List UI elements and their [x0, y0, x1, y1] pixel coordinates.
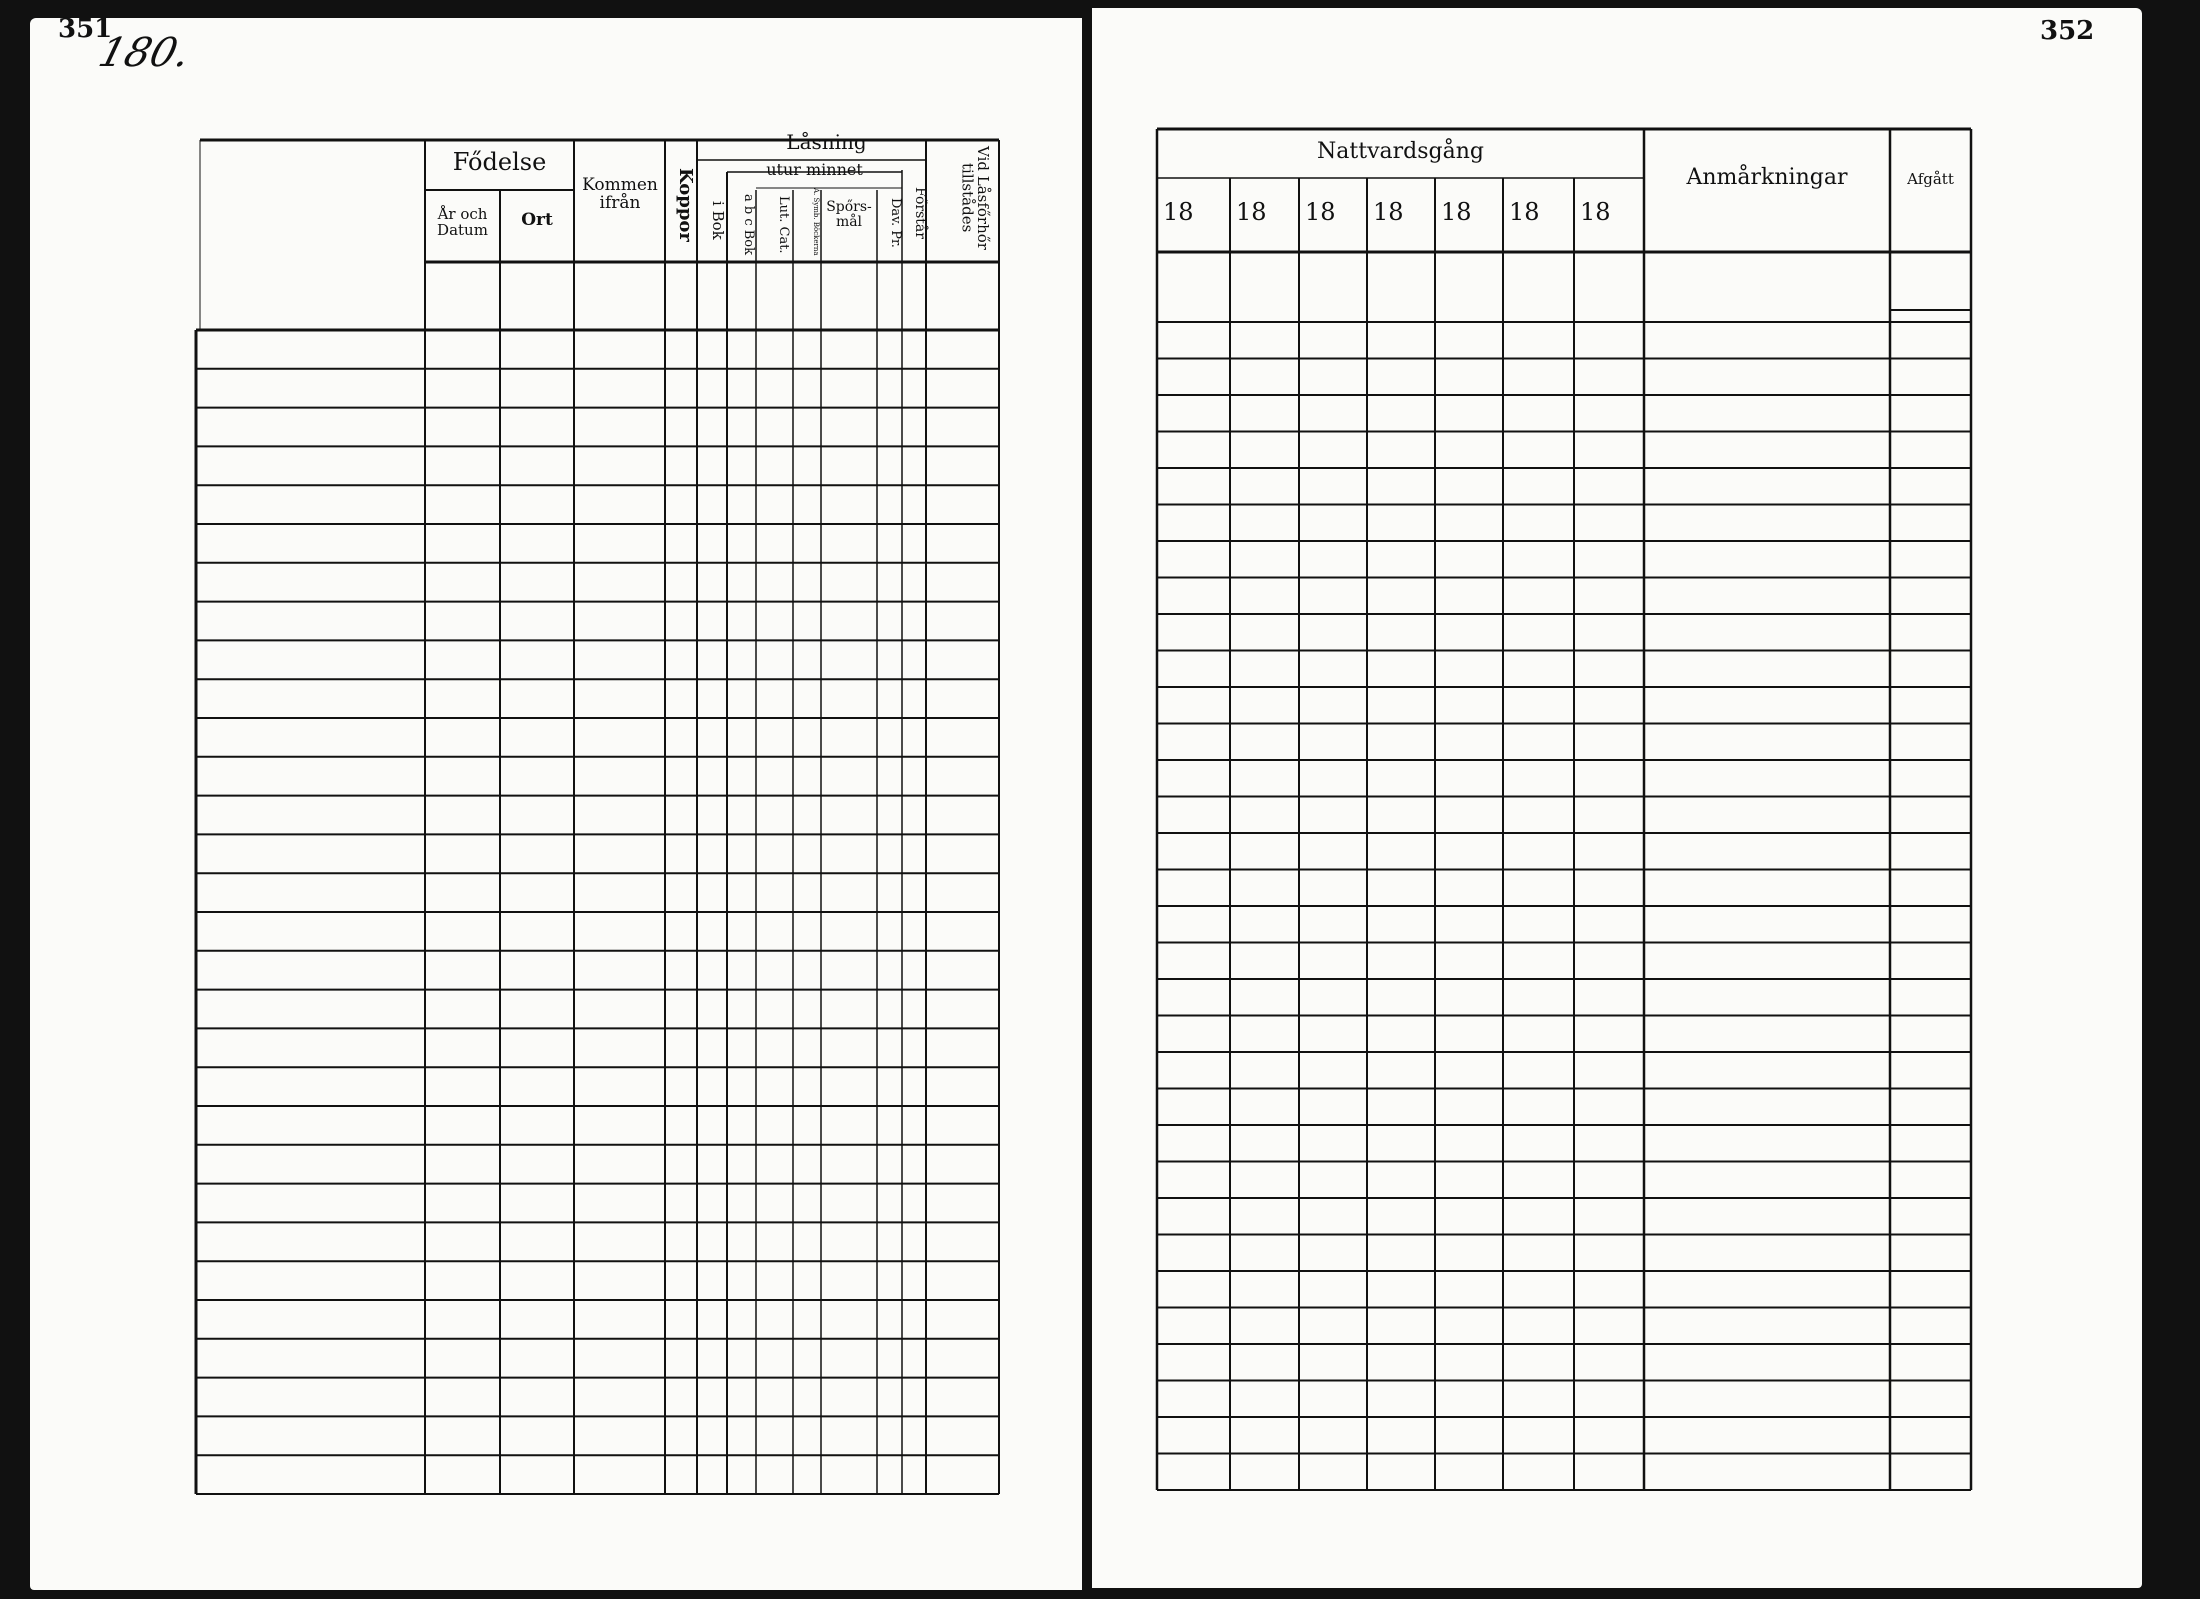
header-ar-och-datum: År och Datum — [437, 205, 488, 239]
header-year-4: 18 — [1373, 198, 1404, 226]
page-number-left: 351 — [58, 14, 113, 44]
header-i-bok: i Bok — [709, 200, 727, 240]
header-utur-minnet: utur minnet — [766, 160, 863, 179]
header-sporsmal: Spőrs-mål — [826, 199, 872, 230]
header-year-3: 18 — [1305, 198, 1336, 226]
header-kommen-ifran: Kommen ifrån — [582, 175, 658, 213]
header-abc-bok: a b c Bok — [741, 194, 756, 256]
header-lut-cat: Lut. Cat. — [776, 196, 791, 254]
header-forstar: Főrstår — [912, 186, 928, 239]
header-year-1: 18 — [1163, 198, 1194, 226]
header-year-2: 18 — [1236, 198, 1267, 226]
header-fodelse: Fődelse — [452, 148, 547, 176]
right-page — [1092, 8, 2142, 1588]
page-number-right: 352 — [2040, 16, 2095, 46]
header-vid-lasforhor: Vid Låsfőrhőr tillstådes — [958, 145, 992, 250]
header-lasning: Låsning — [786, 130, 867, 154]
left-page — [30, 18, 1082, 1590]
header-year-6: 18 — [1509, 198, 1540, 226]
header-afgatt: Afgått — [1907, 170, 1954, 188]
header-ort: Ort — [521, 210, 553, 230]
header-year-7: 18 — [1580, 198, 1611, 226]
header-anmarkningar: Anmårkningar — [1686, 165, 1848, 190]
header-nattvardsgang: Nattvardsgång — [1317, 139, 1484, 164]
header-a-symb: A. Symb. Böckerna — [812, 188, 820, 256]
header-dav-pr: Dav. Pr. — [888, 197, 903, 248]
header-koppor: Koppor — [675, 168, 696, 242]
header-year-5: 18 — [1441, 198, 1472, 226]
